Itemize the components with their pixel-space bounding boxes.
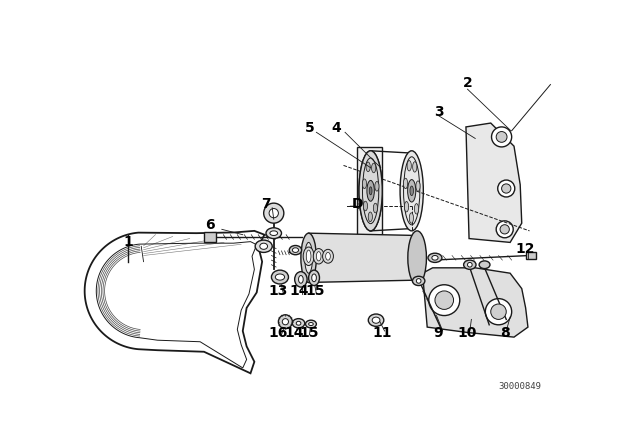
Circle shape bbox=[435, 291, 454, 310]
Ellipse shape bbox=[364, 201, 367, 211]
Ellipse shape bbox=[308, 270, 319, 285]
Text: 15: 15 bbox=[300, 326, 319, 340]
Text: 5: 5 bbox=[305, 121, 314, 135]
Ellipse shape bbox=[359, 151, 382, 231]
Ellipse shape bbox=[375, 181, 379, 191]
Circle shape bbox=[278, 315, 292, 329]
Ellipse shape bbox=[292, 248, 298, 252]
Polygon shape bbox=[422, 268, 528, 337]
Circle shape bbox=[498, 180, 515, 197]
Ellipse shape bbox=[400, 151, 423, 231]
Ellipse shape bbox=[298, 276, 303, 283]
Ellipse shape bbox=[410, 186, 413, 196]
Ellipse shape bbox=[266, 228, 282, 238]
Ellipse shape bbox=[292, 319, 305, 328]
Text: 8: 8 bbox=[500, 326, 509, 340]
Polygon shape bbox=[356, 147, 382, 235]
Ellipse shape bbox=[326, 252, 330, 260]
Ellipse shape bbox=[463, 260, 476, 269]
Text: 12: 12 bbox=[515, 241, 534, 255]
Ellipse shape bbox=[479, 261, 490, 269]
Ellipse shape bbox=[413, 162, 417, 172]
Ellipse shape bbox=[412, 276, 425, 285]
Circle shape bbox=[264, 203, 284, 223]
Polygon shape bbox=[308, 233, 417, 282]
Circle shape bbox=[500, 225, 509, 234]
Ellipse shape bbox=[296, 321, 301, 325]
Ellipse shape bbox=[271, 270, 289, 284]
Ellipse shape bbox=[410, 213, 413, 223]
Circle shape bbox=[429, 285, 460, 315]
Ellipse shape bbox=[307, 250, 311, 263]
Polygon shape bbox=[204, 233, 216, 242]
Polygon shape bbox=[84, 231, 264, 373]
Ellipse shape bbox=[294, 271, 307, 287]
Text: 9: 9 bbox=[433, 326, 443, 340]
Text: 14: 14 bbox=[285, 326, 305, 340]
Ellipse shape bbox=[323, 250, 333, 263]
Circle shape bbox=[269, 208, 278, 218]
Ellipse shape bbox=[417, 279, 421, 283]
Circle shape bbox=[502, 184, 511, 193]
Ellipse shape bbox=[303, 247, 314, 266]
Ellipse shape bbox=[373, 203, 378, 213]
Ellipse shape bbox=[301, 233, 316, 282]
Text: 30000849: 30000849 bbox=[498, 382, 541, 391]
Ellipse shape bbox=[359, 151, 382, 231]
Circle shape bbox=[491, 304, 506, 319]
Ellipse shape bbox=[428, 253, 442, 263]
Ellipse shape bbox=[467, 263, 472, 267]
Ellipse shape bbox=[316, 252, 321, 261]
Ellipse shape bbox=[260, 243, 268, 250]
Text: 15: 15 bbox=[305, 284, 324, 298]
Text: 11: 11 bbox=[372, 326, 392, 340]
Ellipse shape bbox=[432, 255, 438, 260]
Ellipse shape bbox=[368, 314, 384, 326]
Text: D: D bbox=[352, 197, 364, 211]
Ellipse shape bbox=[372, 317, 380, 323]
Text: 16: 16 bbox=[269, 326, 288, 340]
Circle shape bbox=[282, 319, 289, 325]
Ellipse shape bbox=[362, 179, 367, 189]
Circle shape bbox=[496, 132, 507, 142]
Ellipse shape bbox=[305, 320, 316, 328]
Circle shape bbox=[492, 127, 511, 147]
Ellipse shape bbox=[404, 202, 408, 212]
Text: 3: 3 bbox=[434, 104, 444, 119]
Ellipse shape bbox=[313, 249, 324, 264]
Text: 6: 6 bbox=[205, 218, 215, 232]
Ellipse shape bbox=[369, 187, 372, 195]
Ellipse shape bbox=[416, 181, 420, 191]
Polygon shape bbox=[525, 252, 536, 259]
Ellipse shape bbox=[415, 204, 419, 214]
Ellipse shape bbox=[312, 274, 316, 282]
Ellipse shape bbox=[255, 240, 272, 252]
Ellipse shape bbox=[407, 160, 412, 171]
Text: 14: 14 bbox=[289, 284, 309, 298]
Ellipse shape bbox=[367, 181, 374, 201]
Circle shape bbox=[496, 221, 513, 238]
Ellipse shape bbox=[403, 178, 408, 189]
Polygon shape bbox=[96, 241, 257, 368]
Ellipse shape bbox=[368, 212, 372, 222]
Ellipse shape bbox=[408, 231, 426, 285]
Polygon shape bbox=[466, 123, 522, 242]
Text: 4: 4 bbox=[331, 121, 340, 135]
Text: 13: 13 bbox=[269, 284, 288, 298]
Ellipse shape bbox=[366, 162, 370, 172]
Ellipse shape bbox=[270, 231, 278, 236]
Text: 1: 1 bbox=[123, 235, 133, 250]
Text: 2: 2 bbox=[463, 76, 472, 90]
Ellipse shape bbox=[372, 163, 376, 173]
Text: 10: 10 bbox=[458, 326, 477, 340]
Ellipse shape bbox=[289, 246, 301, 255]
Ellipse shape bbox=[275, 274, 285, 280]
Ellipse shape bbox=[305, 242, 312, 273]
Circle shape bbox=[485, 299, 511, 325]
Text: 7: 7 bbox=[261, 197, 271, 211]
Ellipse shape bbox=[408, 180, 416, 202]
Ellipse shape bbox=[308, 323, 313, 326]
